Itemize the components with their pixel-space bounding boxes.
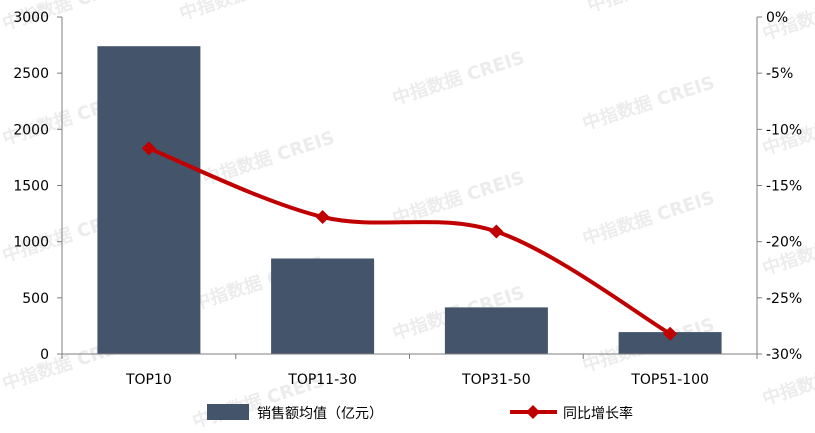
left-axis-tick-label: 1000 — [13, 235, 49, 251]
watermark-text: 中指数据 CREIS — [585, 0, 722, 17]
x-axis-label-top10: TOP10 — [125, 372, 172, 388]
growth-rate-marker-top11-30 — [315, 209, 330, 224]
right-axis-tick-label: -10% — [766, 122, 802, 138]
right-axis-tick-label: -25% — [766, 291, 802, 307]
legend-line-label: 同比增长率 — [563, 405, 633, 422]
left-axis-tick-label: 3000 — [13, 10, 49, 26]
line-series — [141, 141, 678, 341]
left-axis-tick-label: 500 — [22, 291, 49, 307]
watermark-text: 中指数据 CREIS — [177, 0, 314, 25]
growth-rate-line — [146, 146, 673, 336]
right-axis-tick-label: -30% — [766, 347, 802, 363]
growth-rate-marker-top51-100 — [663, 326, 678, 341]
legend: 销售额均值（亿元） 同比增长率 — [207, 404, 633, 422]
bar-top31-50 — [444, 307, 548, 354]
x-axis-label-top11-30: TOP11-30 — [287, 372, 357, 388]
bar-top11-30 — [271, 258, 375, 354]
right-axis-tick-label: 0% — [766, 10, 788, 26]
legend-line-marker — [526, 405, 540, 419]
right-axis-tick-label: -5% — [766, 66, 793, 82]
watermark-text: 中指数据 CREIS — [390, 46, 527, 109]
left-axis-tick-label: 1500 — [13, 179, 49, 195]
legend-bar-label: 销售额均值（亿元） — [257, 406, 383, 422]
watermark-text: 中指数据 CREIS — [580, 186, 717, 249]
right-axis-tick-label: -20% — [766, 235, 802, 251]
left-axis-tick-label: 0 — [40, 347, 49, 363]
legend-bar-swatch — [207, 404, 249, 420]
growth-rate-marker-top10 — [141, 141, 156, 156]
left-axis-tick-label: 2500 — [13, 66, 49, 82]
growth-rate-marker-top31-50 — [489, 224, 504, 239]
watermark-text: 中指数据 CREIS — [580, 71, 717, 134]
x-axis-label-top51-100: TOP51-100 — [630, 372, 709, 388]
right-axis-tick-label: -15% — [766, 179, 802, 195]
axes: 0 500 1000 1500 2000 2500 3000 0% -5% -10% -15% -20… — [13, 10, 802, 388]
bar-top10 — [97, 46, 201, 354]
bar-top51-100 — [618, 332, 722, 354]
left-axis-tick-label: 2000 — [13, 122, 49, 138]
bar-series — [97, 46, 722, 354]
x-axis-label-top31-50: TOP31-50 — [461, 372, 531, 388]
